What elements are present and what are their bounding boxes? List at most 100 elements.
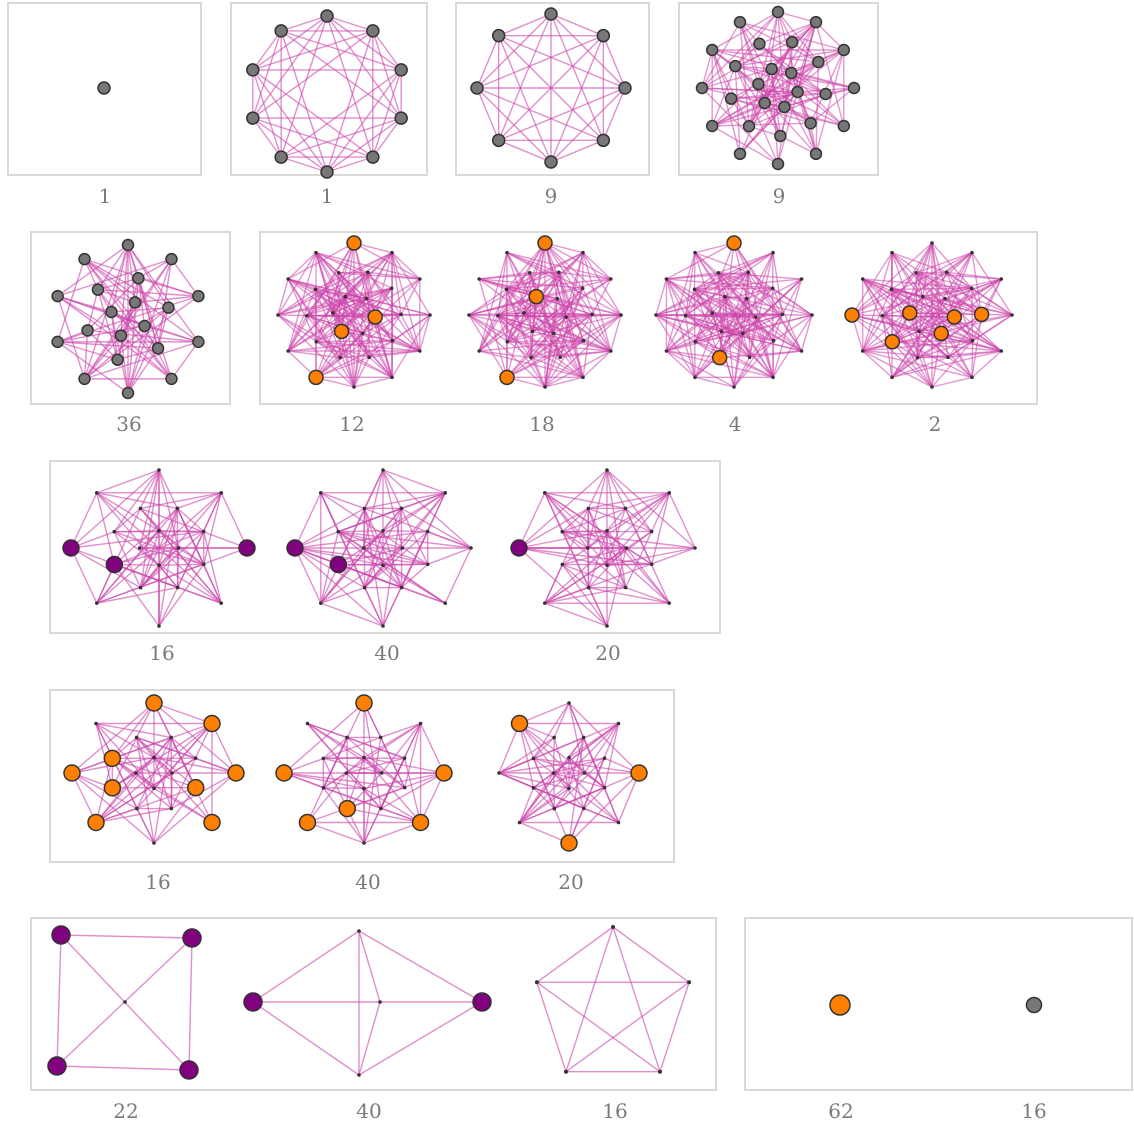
vertex-dot <box>169 806 174 811</box>
vertex-dot <box>771 375 775 380</box>
edge <box>553 702 570 738</box>
edge <box>476 35 500 89</box>
edge <box>733 340 775 388</box>
vertex-dot <box>605 563 609 567</box>
edge <box>655 314 756 318</box>
edge <box>70 469 160 549</box>
vertex-dot <box>379 771 384 775</box>
edge <box>135 737 155 789</box>
vertex <box>394 111 408 125</box>
edge <box>338 531 403 549</box>
edge <box>625 531 653 588</box>
vertex <box>51 925 71 945</box>
edge <box>790 21 817 74</box>
edge <box>748 316 757 358</box>
edge <box>665 315 687 352</box>
vertex-dot <box>747 355 752 360</box>
vertex-dot <box>378 1000 382 1004</box>
vertex-dot <box>969 286 974 291</box>
vertex <box>320 165 334 179</box>
vertex <box>844 307 860 323</box>
edge <box>252 1001 360 1076</box>
edge <box>568 736 585 759</box>
edge <box>372 30 402 71</box>
vertex-dot <box>321 756 326 761</box>
edge <box>498 772 570 790</box>
vertex <box>510 714 529 733</box>
edge <box>306 242 355 317</box>
edge <box>323 772 347 789</box>
edge <box>294 492 322 549</box>
vertex-dot <box>362 786 366 791</box>
vertex-dot <box>880 313 885 318</box>
vertex-dot <box>746 270 751 275</box>
edge <box>280 117 402 158</box>
edge <box>684 289 696 316</box>
vertex <box>733 15 747 29</box>
edge <box>153 757 173 774</box>
vertex-dot <box>552 806 557 811</box>
edge <box>83 302 136 380</box>
edge <box>533 787 585 810</box>
edge <box>665 278 751 358</box>
vertex <box>973 306 990 323</box>
count-label: 40 <box>374 641 400 665</box>
edge <box>363 547 446 604</box>
edge <box>220 492 248 549</box>
vertex <box>829 994 851 1016</box>
vertex-dot <box>581 250 585 255</box>
vertex-dot <box>381 529 385 533</box>
vertex <box>367 309 383 325</box>
edge <box>287 288 317 352</box>
panel-frame <box>744 917 1133 1091</box>
edge <box>478 278 508 378</box>
vertex-dot <box>555 296 560 301</box>
edge <box>391 252 421 280</box>
vertex <box>114 329 128 342</box>
edge <box>498 35 552 163</box>
edge <box>287 278 334 314</box>
graph-single-vertex <box>97 81 111 95</box>
edge <box>533 772 555 789</box>
vertex <box>105 305 118 319</box>
vertex <box>771 5 785 19</box>
edge <box>346 757 365 809</box>
edge <box>57 341 159 350</box>
edge <box>468 314 532 359</box>
vertex-dot <box>586 585 591 590</box>
vertex-dot <box>467 313 471 317</box>
vertex <box>275 764 293 782</box>
vertex <box>182 928 202 948</box>
edge <box>340 331 355 388</box>
edge <box>294 547 384 627</box>
vertex-dot <box>381 624 385 628</box>
vertex <box>837 43 851 57</box>
vertex-dot <box>528 270 532 275</box>
edge <box>380 723 422 809</box>
vertex <box>630 764 648 782</box>
edge <box>341 287 393 332</box>
edge <box>916 298 946 358</box>
edge <box>153 702 213 725</box>
graph-purple-marked-b <box>286 468 473 628</box>
vertex-dot <box>605 468 609 472</box>
edge <box>922 242 933 297</box>
edge <box>252 30 374 119</box>
edge <box>544 242 612 280</box>
edge <box>338 530 384 533</box>
vertex <box>901 305 918 321</box>
edge <box>739 22 750 127</box>
edge <box>315 252 393 289</box>
vertex-dot <box>1010 313 1014 317</box>
vertex <box>320 9 334 23</box>
edge <box>144 325 199 343</box>
vertex <box>333 323 350 340</box>
vertex <box>145 694 163 712</box>
vertex <box>778 100 791 114</box>
edge <box>57 295 122 337</box>
edge <box>701 87 779 165</box>
edge <box>544 586 626 604</box>
vertex <box>544 155 558 169</box>
vertex-dot <box>428 313 432 317</box>
edge <box>562 531 627 549</box>
